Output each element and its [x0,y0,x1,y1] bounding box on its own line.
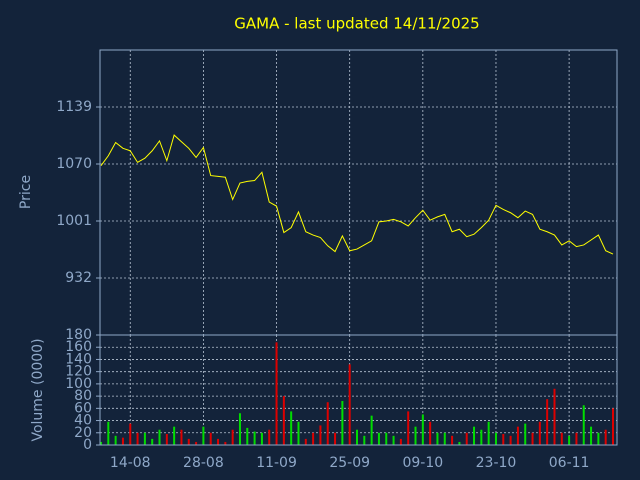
volume-bar [275,342,278,445]
y-tick-label: 1001 [56,213,92,229]
y-axis-label: Price [18,175,34,209]
y-tick-label: 932 [65,270,92,286]
volume-bar [348,364,351,445]
volume-bar [268,429,271,445]
volume-bar [487,421,490,445]
volume-bar [516,426,519,445]
volume-bar [421,414,424,445]
volume-bar [436,432,439,445]
volume-bar [282,396,285,445]
volume-bar [597,432,600,445]
volume-bar [363,435,366,445]
y-tick-label: 0 [83,437,92,453]
volume-bar [260,432,263,445]
volume-bar [407,411,410,445]
volume-bar [143,432,146,445]
volume-bar [451,435,454,445]
y-tick-label: 1070 [56,156,92,172]
volume-bar [238,413,241,445]
volume-bar [392,435,395,445]
y-tick-label: 100 [65,376,92,392]
volume-bar [524,423,527,445]
volume-bar [217,438,220,445]
volume-bar [100,441,102,445]
x-tick-label: 25-09 [329,455,370,471]
volume-bar [356,429,358,445]
volume-bar [319,425,322,445]
volume-bar [465,432,468,445]
volume-bar [158,429,161,445]
volume-bar [414,426,417,445]
y-tick-label: 80 [74,388,92,404]
volume-bar [151,438,154,445]
volume-bar [568,435,571,445]
x-tick-label: 23-10 [476,455,517,471]
x-tick-label: 28-08 [183,455,224,471]
volume-bar [546,399,549,445]
volume-bar [443,432,446,445]
volume-bar [553,388,556,445]
y-axis-label: Volume (0000) [30,338,46,441]
volume-bar [458,441,461,445]
y-tick-label: 20 [74,425,92,441]
volume-bar [107,421,110,445]
volume-bar [575,432,578,445]
chart-title: GAMA - last updated 14/11/2025 [234,15,479,33]
volume-bar [480,429,483,445]
volume-bar [253,431,256,445]
volume-bar [538,421,541,445]
volume-bar [473,426,476,445]
volume-bar [604,429,607,445]
volume-bar [304,438,307,445]
volume-bar [202,426,205,445]
volume-bar [494,432,497,445]
volume-bar [180,429,183,445]
y-tick-label: 40 [74,413,92,429]
volume-bar [399,438,402,445]
volume-bar [590,426,593,445]
volume-bar [582,405,585,445]
volume-bar [121,437,124,445]
volume-bar [290,411,293,445]
volume-bar [385,432,388,445]
volume-bar [224,441,227,445]
price-line [100,134,614,255]
volume-bar [231,429,234,445]
volume-bar [560,432,563,445]
x-tick-label: 06-11 [549,455,590,471]
volume-bar [195,441,198,445]
y-tick-label: 120 [65,364,92,380]
volume-bar [165,434,168,445]
y-tick-label: 140 [65,351,92,367]
volume-bar [370,415,373,445]
y-tick-label: 60 [74,400,92,416]
volume-bar [334,432,337,445]
volume-bar [509,435,512,445]
x-tick-label: 09-10 [402,455,443,471]
x-tick-label: 14-08 [110,455,151,471]
volume-bar [377,432,380,445]
x-tick-label: 11-09 [256,455,297,471]
volume-bar [429,421,432,445]
volume-bar [531,432,534,445]
plot-frame [99,334,618,446]
volume-bar [312,432,315,445]
y-tick-label: 160 [65,339,92,355]
volume-bar [341,401,344,445]
volume-bar [209,432,212,445]
volume-bar [187,438,190,445]
volume-bar [114,435,117,445]
y-tick-label: 1139 [56,99,92,115]
volume-bar [502,434,505,445]
volume-bar [136,432,139,445]
volume-bar [326,402,329,445]
volume-bar [297,421,300,445]
volume-bar [173,426,176,445]
y-tick-label: 180 [65,327,92,343]
volume-bar [612,408,614,445]
volume-bar [129,423,132,445]
volume-bar [246,427,249,445]
